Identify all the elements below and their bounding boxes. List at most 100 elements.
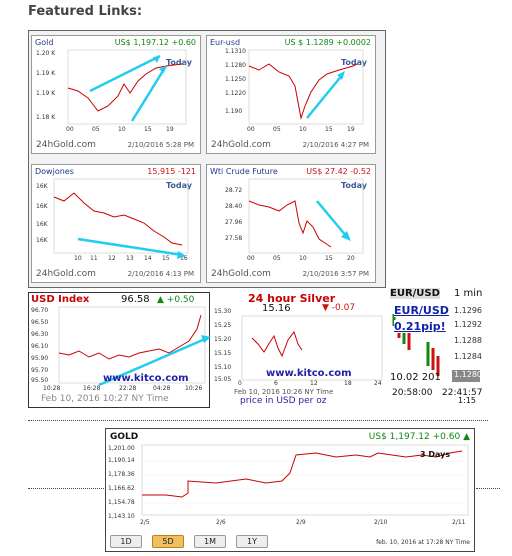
- x-tick: 2/9: [296, 519, 306, 526]
- gold-mini-chart: [67, 49, 187, 125]
- x-tick: 2/10: [374, 519, 388, 526]
- y-tick: 1,143.10: [108, 513, 135, 520]
- x-tick: 12: [108, 255, 116, 262]
- x-tick: 00: [247, 255, 255, 262]
- crude-line: [248, 200, 332, 248]
- eurusd-time-left: 20:58:00: [392, 388, 433, 398]
- usd-index-footer: Feb 10, 2016 10:27 NY Time: [41, 394, 169, 404]
- panel-title: Eur-usd: [210, 38, 241, 47]
- silver-footer: Feb 10, 2016 10:26 NY Time: [234, 388, 334, 396]
- page-heading: Featured Links:: [28, 4, 143, 19]
- y-tick: 1.1296: [454, 306, 482, 315]
- today-label: Today: [166, 181, 192, 190]
- range-button-1m[interactable]: 1M: [194, 535, 226, 548]
- usd-index-line: [58, 314, 202, 360]
- today-label: Today: [166, 58, 192, 67]
- y-tick: 27.96: [225, 219, 243, 226]
- gold-panel[interactable]: Gold US$ 1,197.12 +0.60 Today 1.20 K 1.1…: [31, 35, 201, 154]
- usd-index-widget[interactable]: USD Index 96.58 ▲ +0.50 96.70 96.50 96.3…: [28, 292, 211, 408]
- usd-index-change: ▲ +0.50: [157, 295, 195, 305]
- panel-title: Dowjones: [35, 167, 74, 176]
- y-tick: 15.05: [214, 376, 232, 383]
- usd-index-value: 96.58: [121, 294, 150, 305]
- x-tick: 14: [144, 255, 152, 262]
- x-tick: 15: [162, 255, 170, 262]
- x-tick: 2/11: [452, 519, 466, 526]
- dowjones-mini-chart: [53, 178, 189, 259]
- dowjones-panel[interactable]: Dowjones 15,915 -121 Today 16K 16K 16K 1…: [31, 164, 201, 283]
- panel-brand: 24hGold.com: [36, 140, 96, 150]
- y-tick: 1.1280: [454, 370, 482, 379]
- panel-quote: US$ 1,197.12 +0.60: [114, 38, 196, 47]
- eurusd-date: 10.02 201: [390, 372, 441, 383]
- silver-value: 15.16: [262, 303, 291, 314]
- trend-arrow: [98, 337, 206, 387]
- y-tick: 15.10: [214, 364, 232, 371]
- y-tick: 1,190.14: [108, 457, 135, 464]
- kitco-link[interactable]: www.kitco.com: [266, 368, 352, 379]
- x-tick: 05: [273, 255, 281, 262]
- x-tick: 10: [299, 255, 307, 262]
- y-tick: 27.58: [225, 235, 243, 242]
- x-tick: 00: [247, 126, 255, 133]
- eurusd-widget-title: EUR/USD: [390, 288, 440, 299]
- gold-large-chart[interactable]: GOLD US$ 1,197.12 +0.60 ▲ 1,201.00 1,190…: [105, 428, 475, 552]
- eurusd-widget-interval: 1 min: [454, 288, 483, 299]
- x-tick: 10: [299, 126, 307, 133]
- y-tick: 1.19 K: [36, 70, 56, 77]
- y-tick: 96.10: [31, 343, 49, 350]
- gold-large-line: [142, 450, 463, 498]
- panel-brand: 24hGold.com: [36, 269, 96, 279]
- gold-large-quote: US$ 1,197.12 +0.60 ▲: [368, 432, 470, 442]
- range-button-5d[interactable]: 5D: [152, 535, 184, 548]
- pip-link[interactable]: 0.21pip!: [394, 320, 446, 333]
- eurusd-panel[interactable]: Eur-usd US $ 1.1289 +0.0002 Today 1.1310…: [206, 35, 376, 154]
- eurusd-link[interactable]: EUR/USD: [394, 304, 449, 317]
- eurusd-mini-chart: [248, 49, 364, 125]
- silver-widget[interactable]: 24 hour Silver 15.16 ▼ -0.07 15.30 15.25…: [212, 292, 388, 408]
- x-tick: 13: [126, 255, 134, 262]
- y-tick: 16K: [36, 203, 48, 210]
- gold-large-badge: 3 Days: [420, 450, 451, 459]
- x-tick: 15: [144, 126, 152, 133]
- x-tick: 11: [90, 255, 98, 262]
- x-tick: 24: [374, 380, 382, 387]
- x-tick: 19: [347, 126, 355, 133]
- trend-arrow: [316, 200, 348, 238]
- y-tick: 1.1310: [225, 48, 246, 55]
- eurusd-tail: 1:15: [458, 396, 476, 405]
- silver-change: ▼ -0.07: [322, 303, 356, 313]
- x-tick: 10:28: [43, 385, 61, 392]
- x-tick: 10: [74, 255, 82, 262]
- panel-brand: 24hGold.com: [211, 269, 271, 279]
- y-tick: 28.40: [225, 203, 243, 210]
- y-tick: 1,201.00: [108, 445, 135, 452]
- y-tick: 15.15: [214, 350, 232, 357]
- usd-index-chart: [58, 306, 211, 387]
- x-tick: 22:28: [119, 385, 137, 392]
- x-tick: 6: [274, 380, 278, 387]
- panel-brand: 24hGold.com: [211, 140, 271, 150]
- usd-index-change-value: +0.50: [166, 295, 195, 305]
- y-tick: 15.25: [214, 322, 232, 329]
- gold-large-footer: feb. 10, 2016 at 17:28 NY Time: [376, 539, 470, 546]
- range-button-1d[interactable]: 1D: [110, 535, 142, 548]
- y-tick: 28.72: [225, 187, 243, 194]
- separator: [28, 488, 106, 489]
- eurusd-widget[interactable]: EUR/USD 1 min EUR/USD 0.21pip! 1.1296 1.…: [388, 286, 512, 408]
- crude-mini-chart: [248, 178, 364, 254]
- x-tick: 2/6: [216, 519, 226, 526]
- crude-panel[interactable]: Wti Crude Future US$ 27.42 -0.52 Today 2…: [206, 164, 376, 283]
- panel-quote: US$ 27.42 -0.52: [306, 167, 371, 176]
- gold-large-title: GOLD: [110, 432, 139, 442]
- separator: [476, 488, 500, 489]
- y-tick: 16K: [36, 237, 48, 244]
- y-tick: 1.1280: [225, 62, 246, 69]
- gold-large-quote-value: US$ 1,197.12 +0.60: [368, 432, 461, 442]
- panel-timestamp: 2/10/2016 5:28 PM: [127, 141, 194, 149]
- y-tick: 1,166.62: [108, 485, 135, 492]
- range-button-1y[interactable]: 1Y: [236, 535, 268, 548]
- kitco-link[interactable]: www.kitco.com: [103, 373, 189, 384]
- eurusd-line: [248, 63, 358, 120]
- y-tick: 95.50: [31, 377, 49, 384]
